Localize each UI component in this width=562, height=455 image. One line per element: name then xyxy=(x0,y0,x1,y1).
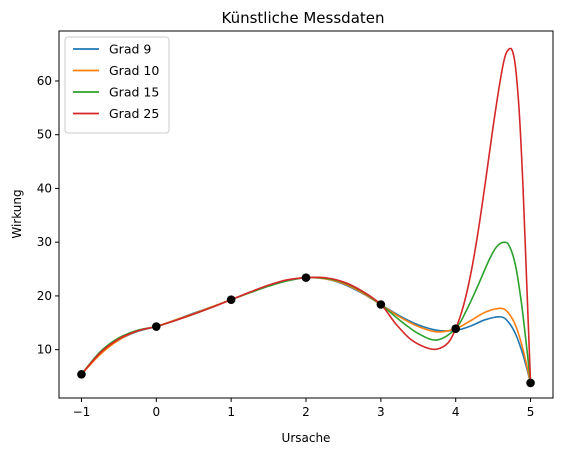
legend-label: Grad 15 xyxy=(109,85,159,100)
points-layer xyxy=(77,273,535,388)
x-tick-label: 2 xyxy=(302,405,310,419)
x-tick-label: 0 xyxy=(152,405,160,419)
legend-box xyxy=(64,36,170,134)
y-tick-label: 40 xyxy=(37,181,52,195)
series-line-2 xyxy=(80,276,532,384)
x-tick-label: 5 xyxy=(527,405,535,419)
x-axis: −1 0 1 2 3 4 5 xyxy=(73,398,535,419)
data-point xyxy=(152,322,161,331)
series-layer xyxy=(80,47,532,384)
chart-title: Künstliche Messdaten xyxy=(221,9,384,27)
data-point xyxy=(376,300,386,309)
x-axis-label: Ursache xyxy=(282,431,331,445)
y-tick-label: 20 xyxy=(37,289,52,303)
data-point xyxy=(451,324,460,333)
legend-label: Grad 25 xyxy=(109,106,159,121)
data-point xyxy=(226,295,236,304)
x-tick-label: −1 xyxy=(73,405,91,419)
series-line-3 xyxy=(80,241,532,384)
y-axis: 10 20 30 40 50 60 xyxy=(37,74,59,357)
series-line-4 xyxy=(80,47,532,383)
x-tick-label: 1 xyxy=(227,405,235,419)
y-tick-label: 30 xyxy=(37,235,52,249)
y-tick-label: 60 xyxy=(37,74,52,88)
data-point xyxy=(526,378,535,388)
y-tick-label: 10 xyxy=(37,343,52,357)
data-point xyxy=(301,273,311,282)
y-tick-label: 50 xyxy=(37,128,52,142)
x-tick-label: 4 xyxy=(452,405,460,419)
series-line-1 xyxy=(80,276,532,384)
x-tick-label: 3 xyxy=(377,405,385,419)
data-point xyxy=(77,370,86,379)
y-axis-label: Wirkung xyxy=(10,189,24,238)
legend-label: Grad 9 xyxy=(109,42,151,57)
legend: Grad 9 Grad 10 Grad 15 Grad 25 xyxy=(64,36,170,134)
legend-label: Grad 10 xyxy=(109,63,159,78)
